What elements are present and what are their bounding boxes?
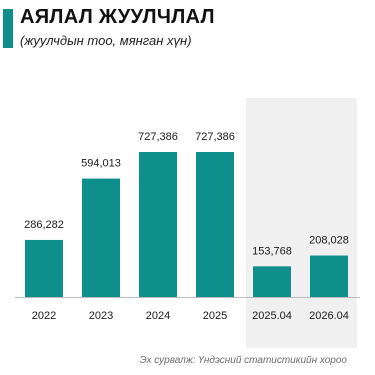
title-accent-bar: [3, 9, 13, 48]
data-label: 727,386: [195, 131, 235, 143]
x-tick-label: 2026.04: [309, 310, 349, 322]
x-tick-label: 2022: [32, 310, 56, 322]
chart-subtitle: (жуулчдын тоо, мянган хүн): [20, 33, 192, 48]
x-tick-label: 2024: [146, 310, 170, 322]
data-label: 208,028: [309, 235, 349, 247]
bar: [139, 152, 177, 297]
x-tick-label: 2023: [89, 310, 113, 322]
x-tick-label: 2025.04: [252, 310, 292, 322]
bar: [196, 152, 234, 297]
data-label: 727,386: [138, 131, 178, 143]
data-label: 594,013: [81, 158, 121, 170]
data-label: 153,768: [252, 245, 292, 257]
bar: [25, 239, 63, 297]
bar: [310, 255, 348, 297]
data-label: 286,282: [24, 219, 64, 231]
highlight-band: [246, 98, 357, 348]
bar: [253, 266, 291, 297]
chart-title: АЯЛАЛ ЖУУЛЧЛАЛ: [20, 6, 215, 28]
source-note: Эх сурвалж: Үндэсний статистикийн хороо: [139, 355, 347, 366]
x-tick-label: 2025: [203, 310, 227, 322]
bar: [82, 178, 120, 297]
